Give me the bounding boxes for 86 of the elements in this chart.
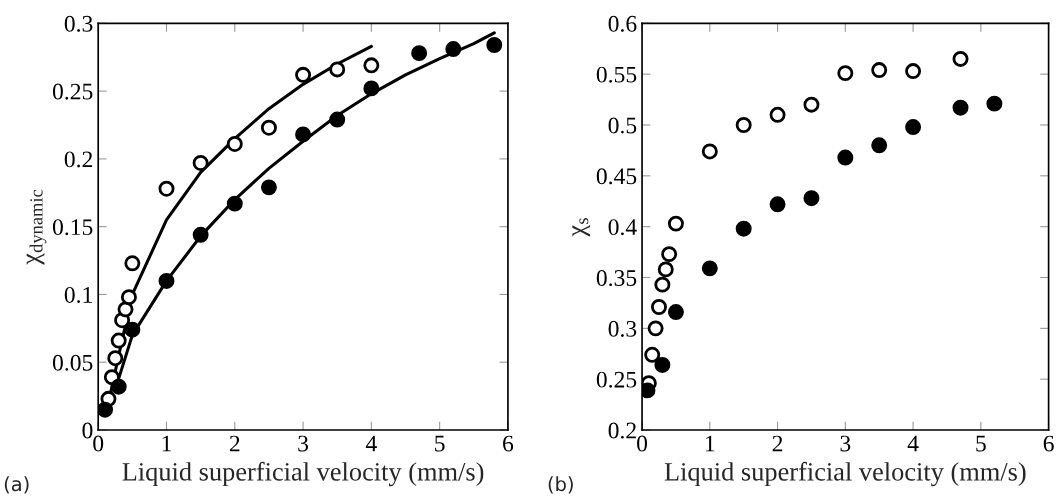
point — [158, 272, 175, 289]
point — [701, 260, 718, 277]
x-axis-title: Liquid superficial velocity (mm/s) — [122, 461, 484, 487]
y-tick-label: 0.45 — [596, 168, 637, 185]
point — [226, 195, 243, 212]
y-tick-label: 0.4 — [608, 219, 637, 236]
point — [661, 246, 678, 263]
x-tick-label: 4 — [365, 435, 377, 452]
y-tick-label: 0.5 — [608, 117, 637, 134]
text: (a) — [4, 476, 29, 494]
point — [647, 320, 664, 337]
y-axis-title: χ$_{dynamic}$ — [26, 189, 47, 265]
x-tick-label: 5 — [435, 435, 445, 452]
point — [158, 180, 175, 197]
point — [769, 196, 786, 213]
x-tick-label: 1 — [705, 435, 715, 452]
point — [329, 61, 346, 78]
point — [654, 356, 671, 373]
point — [226, 135, 243, 152]
y-tick-label: 0.3 — [608, 320, 637, 337]
point — [192, 154, 209, 171]
y-tick-label: 0.25 — [52, 83, 93, 100]
y-tick-label: 0.2 — [608, 422, 636, 439]
y-tick-label: 0.2 — [64, 151, 93, 168]
y-tick-label: 0.6 — [608, 15, 637, 32]
point — [445, 41, 462, 58]
point — [295, 66, 312, 83]
point — [871, 62, 888, 79]
point — [644, 346, 661, 363]
point — [363, 80, 380, 97]
point — [701, 143, 718, 160]
point — [905, 119, 922, 135]
point — [260, 179, 277, 196]
x-tick-label: 1 — [162, 435, 171, 452]
point — [107, 350, 124, 367]
point — [120, 289, 137, 306]
point — [667, 215, 684, 232]
y-tick-label: 0 — [82, 422, 93, 439]
point — [837, 65, 854, 82]
point — [667, 304, 684, 321]
point — [803, 190, 820, 207]
y-tick-label: 0.25 — [596, 371, 637, 388]
x-tick-label: 0 — [93, 435, 104, 452]
point — [98, 401, 114, 418]
x-tick-label: 5 — [976, 435, 986, 452]
text: (b) — [548, 476, 573, 494]
point — [329, 111, 346, 128]
y-tick-label: 0.35 — [596, 270, 637, 287]
point — [110, 378, 127, 395]
point — [295, 126, 312, 143]
point — [124, 255, 141, 272]
x-tick-label: 3 — [840, 435, 851, 452]
y-tick-label: 0.05 — [52, 354, 93, 371]
point — [192, 226, 209, 243]
y-tick-label: 0.15 — [52, 219, 93, 236]
x-tick-label: 2 — [229, 435, 240, 452]
x-tick-label: 0 — [637, 435, 648, 452]
point — [124, 321, 141, 338]
point — [803, 96, 820, 113]
point — [654, 276, 671, 293]
x-tick-label: 4 — [907, 435, 919, 452]
point — [260, 119, 277, 136]
point — [735, 220, 752, 237]
y-tick-label: 0.1 — [64, 286, 92, 303]
point — [871, 137, 888, 154]
x-tick-label: 3 — [298, 435, 309, 452]
point — [905, 63, 922, 80]
point — [952, 99, 969, 116]
x-tick-label: 2 — [772, 435, 783, 452]
x-tick-label: 6 — [503, 435, 514, 452]
point — [986, 95, 1003, 112]
y-tick-label: 0.55 — [596, 66, 637, 83]
point — [735, 117, 752, 133]
point — [837, 149, 854, 166]
point — [769, 106, 786, 123]
x-axis-title: Liquid superficial velocity (mm/s) — [664, 461, 1026, 487]
point — [110, 332, 127, 349]
x-tick-label: 6 — [1043, 435, 1054, 452]
point — [363, 57, 380, 74]
y-tick-label: 0.3 — [64, 15, 93, 32]
point — [657, 261, 674, 278]
point — [411, 45, 428, 62]
point — [952, 50, 969, 67]
y-axis-title: χ$_{s}$ — [572, 218, 591, 237]
point — [651, 299, 667, 315]
point — [486, 37, 503, 53]
